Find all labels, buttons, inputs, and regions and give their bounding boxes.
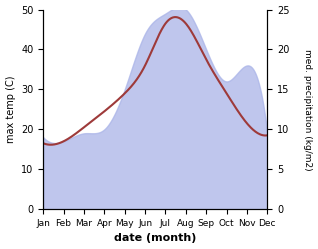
- Y-axis label: max temp (C): max temp (C): [5, 76, 16, 143]
- X-axis label: date (month): date (month): [114, 234, 197, 244]
- Y-axis label: med. precipitation (kg/m2): med. precipitation (kg/m2): [303, 49, 313, 170]
